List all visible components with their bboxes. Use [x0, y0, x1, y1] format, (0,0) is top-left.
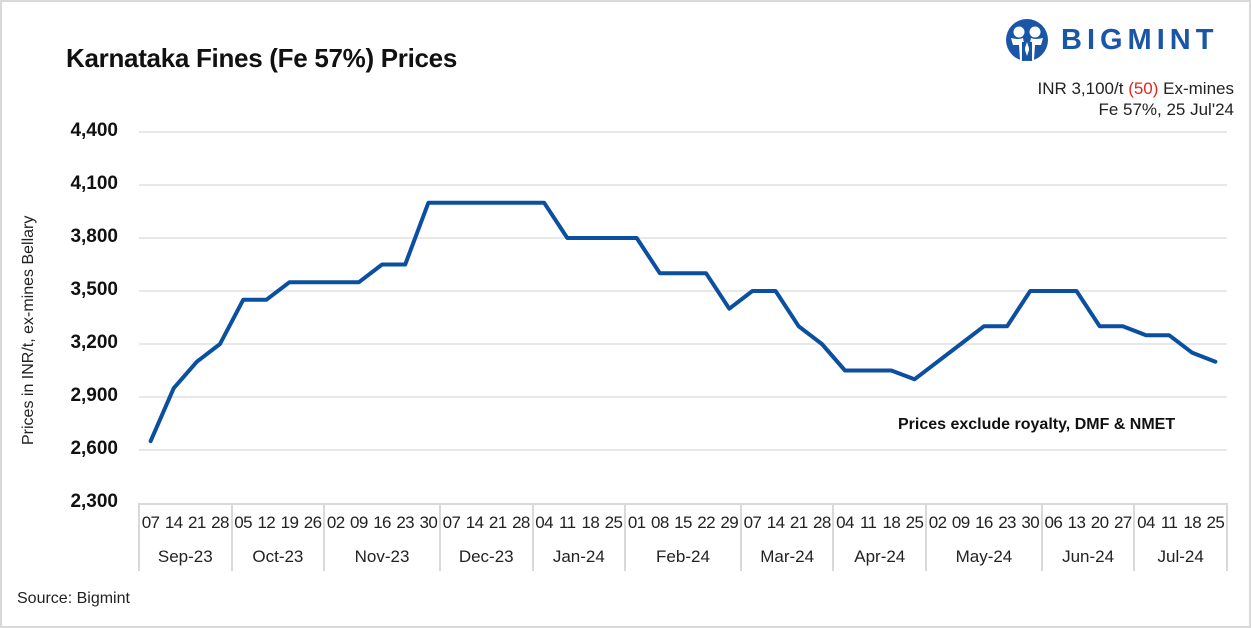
x-tick-month: Feb-24 [656, 547, 710, 566]
x-tick-day: 28 [211, 513, 229, 532]
x-tick-day: 12 [257, 513, 276, 532]
x-tick-day: 07 [442, 513, 461, 532]
x-tick-day: 26 [303, 513, 322, 532]
bigmint-people-icon [1006, 19, 1048, 61]
x-tick-day: 28 [813, 513, 831, 532]
x-tick-day: 25 [905, 513, 924, 532]
x-tick-day: 23 [998, 513, 1016, 532]
x-tick-day: 21 [488, 513, 507, 532]
month-separator [624, 503, 627, 571]
month-separator [138, 503, 140, 571]
x-tick-day: 14 [766, 513, 785, 532]
x-tick-day: 11 [559, 513, 576, 532]
x-tick-day: 30 [1021, 513, 1040, 532]
month-separator [438, 503, 441, 571]
x-tick-day: 23 [396, 513, 415, 532]
y-tick-label: 2,900 [70, 385, 118, 406]
x-tick-day: 07 [141, 513, 160, 532]
price-line [148, 200, 1218, 444]
y-tick-label: 3,500 [70, 279, 118, 300]
month-separator [230, 503, 233, 571]
summary-line-1: INR 3,100/t (50) Ex-mines [1037, 79, 1234, 98]
x-tick-day: 04 [535, 513, 553, 532]
x-tick-month: Nov-23 [354, 547, 410, 566]
x-tick-day: 02 [326, 513, 345, 532]
x-tick-day: 18 [882, 513, 901, 532]
y-tick-label: 3,200 [70, 332, 118, 353]
bigmint-logo: BIGMINT [1005, 18, 1218, 62]
x-tick-day: 20 [1090, 513, 1109, 532]
x-tick-month: Apr-24 [854, 547, 906, 566]
source-label: Source: Bigmint [17, 590, 130, 607]
x-tick-day: 15 [674, 513, 692, 532]
month-separator [1040, 503, 1043, 571]
x-tick-day: 29 [720, 513, 739, 532]
x-tick-month: Sep-23 [157, 547, 213, 566]
x-tick-month: Mar-24 [760, 547, 815, 566]
month-separator [1226, 503, 1228, 571]
x-tick-month: Oct-23 [252, 547, 304, 566]
x-axis: 07 14 21 28 Sep-23 05 12 19 26 Oct-23 02 09 16 23 30 No… [138, 503, 1228, 571]
x-tick-month: Jan-24 [552, 547, 605, 566]
x-tick-day: 18 [1183, 513, 1202, 532]
x-tick-day: 11 [1160, 513, 1178, 532]
x-tick-day: 21 [188, 513, 206, 532]
month-separator [323, 503, 326, 571]
month-separator [531, 503, 534, 571]
x-tick-month: Jun-24 [1062, 547, 1115, 566]
x-axis-line [139, 503, 1227, 505]
x-tick-day: 22 [697, 513, 715, 532]
x-tick-month: Jul-24 [1157, 547, 1204, 566]
month-separator [1133, 503, 1136, 571]
x-tick-day: 13 [1067, 513, 1086, 532]
x-tick-day: 28 [512, 513, 530, 532]
y-tick-label: 2,300 [70, 491, 118, 512]
x-tick-day: 06 [1044, 513, 1063, 532]
x-tick-day: 16 [373, 513, 391, 532]
y-tick-label: 3,800 [70, 226, 118, 247]
x-tick-day: 25 [604, 513, 623, 532]
x-tick-day: 05 [234, 513, 253, 532]
x-tick-day: 04 [1137, 513, 1155, 532]
x-tick-month: Dec-23 [458, 547, 514, 566]
x-tick-day: 14 [465, 513, 484, 532]
x-tick-day: 09 [350, 513, 368, 532]
chart-title: Karnataka Fines (Fe 57%) Prices [66, 43, 457, 73]
x-tick-day: 08 [650, 513, 669, 532]
y-tick-label: 4,400 [70, 120, 118, 141]
x-tick-day: 21 [789, 513, 808, 532]
x-tick-day: 11 [859, 513, 877, 532]
logo-wordmark: BIGMINT [1061, 23, 1219, 56]
month-separator [925, 503, 928, 571]
y-tick-label: 2,600 [70, 438, 118, 459]
x-tick-day: 04 [836, 513, 854, 532]
x-tick-day: 18 [581, 513, 600, 532]
x-tick-day: 25 [1206, 513, 1225, 532]
month-separator [739, 503, 742, 571]
price-change: (50) [1128, 79, 1159, 98]
x-tick-day: 09 [951, 513, 970, 532]
x-tick-day: 16 [975, 513, 993, 532]
chart-note: Prices exclude royalty, DMF & NMET [898, 416, 1176, 433]
summary-line-2: Fe 57%, 25 Jul'24 [1098, 100, 1234, 119]
x-tick-day: 01 [627, 513, 646, 532]
x-tick-day: 07 [743, 513, 762, 532]
month-separator [832, 503, 835, 571]
x-tick-day: 19 [280, 513, 299, 532]
y-tick-label: 4,100 [70, 173, 118, 194]
price-summary: INR 3,100/t (50) Ex-mines Fe 57%, 25 Jul… [1037, 78, 1234, 120]
x-tick-month: May-24 [955, 547, 1013, 566]
x-tick-day: 02 [928, 513, 947, 532]
x-tick-day: 30 [419, 513, 438, 532]
x-tick-day: 27 [1113, 513, 1132, 532]
x-tick-day: 14 [164, 513, 183, 532]
